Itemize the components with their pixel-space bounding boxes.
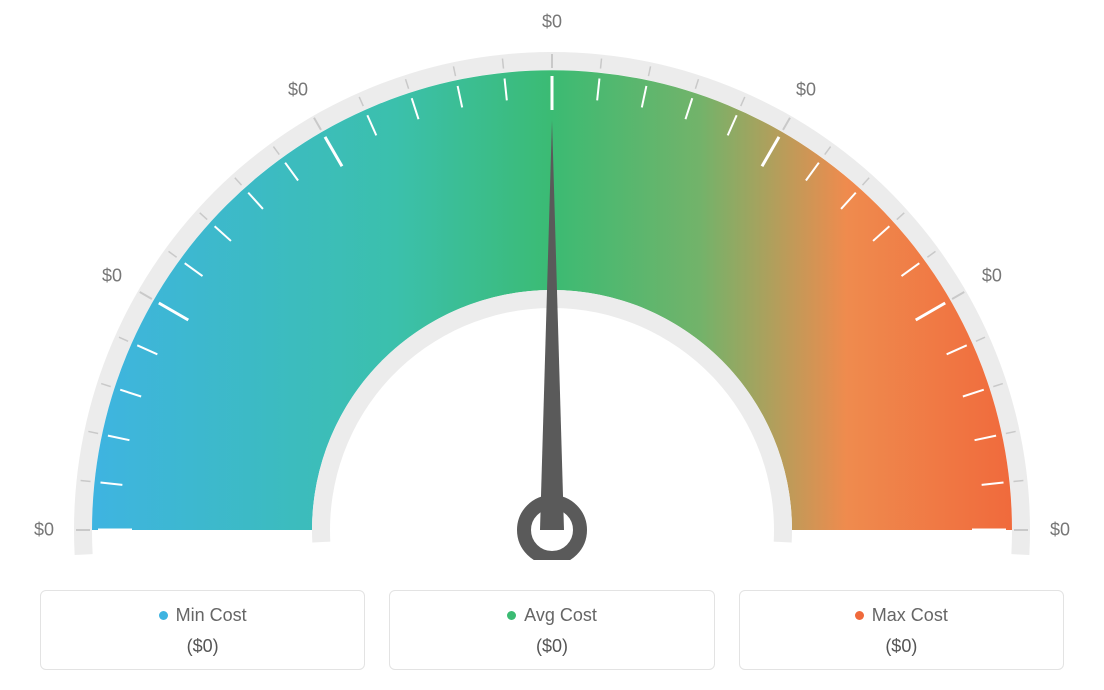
gauge-tick-label: $0: [542, 12, 562, 33]
dot-avg-icon: [507, 611, 516, 620]
gauge-chart-container: $0 $0 $0 $0 $0 $0 $0 Min Cost ($0) Avg Cost ($…: [0, 0, 1104, 690]
legend-row: Min Cost ($0) Avg Cost ($0) Max Cost ($0…: [40, 590, 1064, 670]
gauge-tick-label: $0: [796, 80, 816, 101]
gauge-tick-label: $0: [34, 520, 54, 541]
legend-value-max: ($0): [750, 636, 1053, 657]
legend-value-min: ($0): [51, 636, 354, 657]
gauge-tick-label: $0: [1050, 520, 1070, 541]
legend-label-avg: Avg Cost: [524, 605, 597, 626]
legend-label-max: Max Cost: [872, 605, 948, 626]
gauge-tick-label: $0: [102, 266, 122, 287]
gauge-tick-label: $0: [982, 266, 1002, 287]
legend-title-avg: Avg Cost: [400, 605, 703, 626]
gauge-svg: [0, 0, 1104, 560]
legend-title-min: Min Cost: [51, 605, 354, 626]
legend-label-min: Min Cost: [176, 605, 247, 626]
legend-value-avg: ($0): [400, 636, 703, 657]
legend-card-min: Min Cost ($0): [40, 590, 365, 670]
dot-max-icon: [855, 611, 864, 620]
legend-title-max: Max Cost: [750, 605, 1053, 626]
dot-min-icon: [159, 611, 168, 620]
gauge-tick-label: $0: [288, 80, 308, 101]
legend-card-avg: Avg Cost ($0): [389, 590, 714, 670]
legend-card-max: Max Cost ($0): [739, 590, 1064, 670]
gauge-area: $0 $0 $0 $0 $0 $0 $0: [0, 0, 1104, 560]
